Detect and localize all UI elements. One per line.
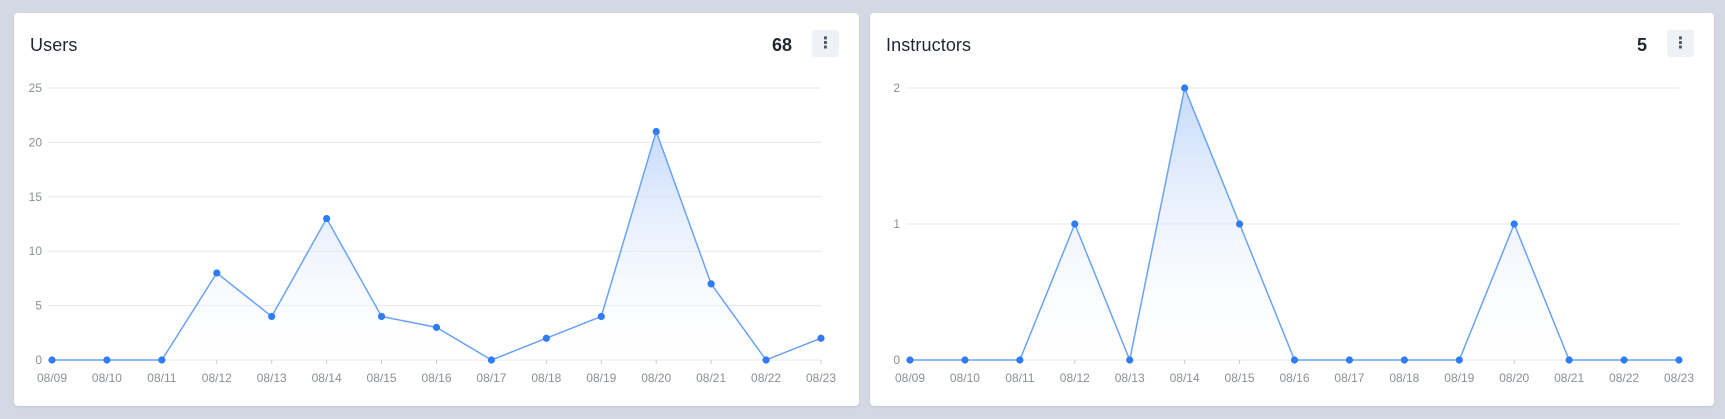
x-tick-label: 08/09 — [895, 371, 925, 385]
x-tick-label: 08/10 — [92, 371, 122, 385]
x-tick-label: 08/22 — [751, 371, 781, 385]
data-point[interactable] — [1181, 84, 1189, 92]
series-area — [52, 131, 821, 360]
y-tick-label: 10 — [29, 244, 43, 258]
x-tick-label: 08/14 — [312, 371, 342, 385]
data-point[interactable] — [652, 127, 660, 136]
x-tick-label: 08/16 — [421, 371, 451, 385]
x-tick-label: 08/23 — [806, 371, 836, 385]
y-tick-label: 2 — [893, 81, 900, 95]
x-tick-label: 08/17 — [476, 371, 506, 385]
x-tick-label: 08/21 — [696, 371, 726, 385]
x-tick-label: 08/10 — [950, 371, 980, 385]
user-count: 68 — [771, 35, 792, 55]
x-tick-label: 08/18 — [1389, 371, 1419, 385]
data-point[interactable] — [1510, 220, 1518, 228]
data-point[interactable] — [1235, 220, 1244, 228]
x-tick-label: 08/21 — [1554, 371, 1584, 385]
x-tick-label: 08/13 — [257, 371, 287, 385]
x-tick-label: 08/20 — [641, 371, 671, 385]
data-point[interactable] — [597, 312, 605, 321]
x-tick-label: 08/19 — [1444, 371, 1474, 385]
x-tick-label: 08/19 — [586, 371, 616, 385]
data-point[interactable] — [432, 323, 441, 331]
instructor-count: 5 — [1636, 35, 1647, 55]
x-tick-label: 08/16 — [1279, 371, 1309, 385]
more-vertical-icon: ⋮ — [1672, 34, 1689, 52]
data-point[interactable] — [1016, 356, 1024, 364]
more-vertical-icon: ⋮ — [817, 34, 834, 52]
x-tick-label: 08/17 — [1334, 371, 1364, 385]
x-tick-label: 08/09 — [37, 371, 67, 385]
data-point[interactable] — [323, 214, 331, 223]
data-point[interactable] — [1620, 356, 1628, 364]
card-title: Instructors — [886, 35, 972, 55]
y-tick-label: 15 — [29, 190, 43, 204]
data-point[interactable] — [213, 269, 221, 277]
x-tick-label: 08/18 — [531, 371, 561, 385]
x-tick-label: 08/15 — [367, 371, 397, 385]
users-chart: 0 5 10 15 20 25 08/09 08/10 08/11 08/12 08/13 08/14… — [29, 81, 837, 385]
x-tick-label: 08/12 — [202, 371, 232, 385]
data-point[interactable] — [1400, 356, 1408, 364]
y-tick-label: 20 — [29, 135, 43, 149]
data-point[interactable] — [1455, 356, 1463, 364]
data-point[interactable] — [1126, 356, 1134, 364]
data-point[interactable] — [48, 356, 56, 364]
instructors-card: 0 1 2 08/09 08/10 08/11 08/12 08/13 08/14 08/15 08… — [870, 13, 1714, 406]
instructors-chart: 0 1 2 08/09 08/10 08/11 08/12 08/13 08/14 08/15 08… — [893, 81, 1694, 385]
x-tick-label: 08/22 — [1609, 371, 1639, 385]
data-point[interactable] — [707, 280, 715, 288]
data-point[interactable] — [542, 334, 550, 342]
x-tick-label: 08/13 — [1115, 371, 1145, 385]
data-point[interactable] — [487, 356, 496, 364]
x-tick-label: 08/11 — [1005, 371, 1034, 385]
x-tick-label: 08/12 — [1060, 371, 1090, 385]
card-title: Users — [30, 35, 78, 55]
x-tick-label: 08/15 — [1225, 371, 1255, 385]
instructors-menu-button[interactable]: ⋮ — [1667, 30, 1694, 57]
data-point[interactable] — [268, 312, 276, 321]
data-point[interactable] — [1071, 220, 1079, 228]
data-point[interactable] — [817, 334, 825, 342]
y-tick-label: 25 — [29, 81, 43, 95]
data-point[interactable] — [1290, 356, 1299, 364]
x-tick-label: 08/11 — [147, 371, 176, 385]
data-point[interactable] — [961, 356, 969, 364]
data-point[interactable] — [1565, 356, 1573, 364]
data-point[interactable] — [906, 356, 914, 364]
data-point[interactable] — [1675, 356, 1683, 364]
x-tick-label: 08/14 — [1170, 371, 1200, 385]
data-point[interactable] — [1345, 356, 1354, 364]
x-tick-label: 08/23 — [1664, 371, 1694, 385]
data-point[interactable] — [103, 356, 111, 364]
users-card: 0 5 10 15 20 25 08/09 08/10 08/11 08/12 08/13 08/14… — [14, 13, 859, 406]
y-tick-label: 0 — [893, 353, 900, 367]
users-menu-button[interactable]: ⋮ — [812, 30, 839, 57]
data-point[interactable] — [762, 356, 770, 364]
data-point[interactable] — [377, 312, 386, 321]
x-tick-label: 08/20 — [1499, 371, 1529, 385]
data-point[interactable] — [158, 356, 166, 364]
y-tick-label: 0 — [35, 353, 42, 367]
y-tick-label: 5 — [35, 299, 42, 313]
y-tick-label: 1 — [893, 217, 900, 231]
